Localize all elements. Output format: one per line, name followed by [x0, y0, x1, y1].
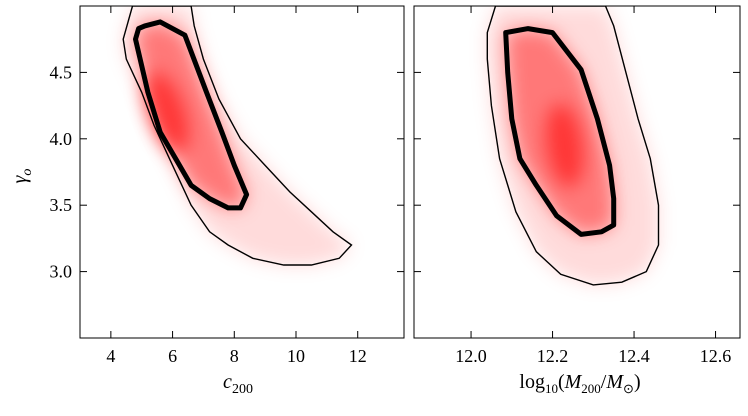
- plot-frame: [79, 5, 405, 339]
- y-axis-label: γo: [9, 169, 35, 184]
- y-tick-label: 3.0: [50, 262, 73, 282]
- x-axis-label-c200: c200: [223, 371, 253, 397]
- x-tick-label: 12.0: [455, 346, 487, 366]
- y-tick-label: 4.5: [50, 62, 73, 82]
- density-peak: [546, 103, 584, 188]
- x-label-sun-symbol: ⊙: [623, 381, 634, 396]
- y-tick-label: 3.5: [50, 195, 73, 215]
- plot-frame: [413, 5, 741, 339]
- tick-marks: [80, 6, 404, 338]
- x-tick-label: 10: [287, 346, 305, 366]
- x-tick-label: 8: [230, 346, 239, 366]
- y-axis-label-main: γ: [9, 174, 31, 183]
- density-inner-region: [135, 21, 247, 208]
- x-label-log: log: [519, 371, 545, 393]
- tick-labels: 4 6 8 10 12 3.0 3.5 4.0 4.5: [50, 62, 367, 366]
- contour-inner: [503, 26, 617, 237]
- x-tick-label: 12: [349, 346, 367, 366]
- x-tick-label: 12.2: [537, 346, 569, 366]
- panel-mass: 12.0 12.2 12.4 12.6: [413, 5, 741, 366]
- density-peak: [144, 72, 189, 153]
- x-axis-label-main: c: [223, 371, 232, 393]
- x-label-sub10: 10: [545, 381, 558, 396]
- tick-marks: [414, 6, 740, 338]
- tick-labels: 12.0 12.2 12.4 12.6: [455, 346, 731, 366]
- density-map: [123, 6, 352, 265]
- x-tick-label: 6: [168, 346, 177, 366]
- y-tick-label: 4.0: [50, 129, 73, 149]
- x-label-open-paren: (: [558, 371, 565, 393]
- y-axis-label-sub: o: [20, 169, 35, 176]
- contour-inner: [133, 19, 250, 211]
- x-label-m: M: [564, 371, 583, 393]
- density-map: [487, 6, 659, 285]
- x-tick-label: 12.4: [618, 346, 650, 366]
- panel-c200: 4 6 8 10 12 3.0 3.5 4.0 4.5: [50, 5, 405, 366]
- x-label-sub200: 200: [581, 381, 601, 396]
- x-label-msun: M: [605, 371, 624, 393]
- x-label-close-paren: ): [634, 371, 641, 393]
- x-label-slash: /: [601, 371, 607, 393]
- contour-outer: [122, 6, 353, 266]
- x-axis-label-mass: log10(M200/M⊙): [519, 371, 640, 396]
- x-tick-label: 4: [106, 346, 115, 366]
- x-tick-label: 12.6: [700, 346, 732, 366]
- contour-outer: [486, 6, 660, 286]
- x-axis-label-sub: 200: [232, 382, 253, 397]
